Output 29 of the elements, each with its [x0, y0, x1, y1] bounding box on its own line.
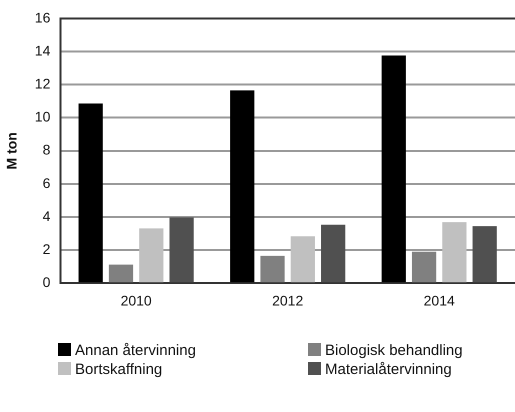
bar [382, 55, 406, 282]
bar [108, 264, 134, 282]
legend-label: Bortskaffning [74, 361, 164, 378]
x-tick-label: 2010 [120, 292, 152, 308]
x-tick-label: 2014 [424, 292, 456, 308]
legend-label: Materialåtervinning [324, 361, 453, 378]
bar [412, 252, 436, 282]
y-axis-title: M ton [3, 132, 20, 170]
y-tick-label: 10 [34, 108, 51, 125]
bar [169, 217, 194, 282]
x-tick-label: 2012 [272, 292, 304, 308]
y-tick-label: 14 [34, 42, 51, 58]
bar [230, 90, 254, 282]
y-tick-label: 0 [42, 274, 51, 290]
y-tick-label: 16 [34, 9, 51, 26]
bar [442, 222, 467, 282]
bar [321, 224, 346, 282]
bar [78, 103, 103, 282]
legend-label: Biologisk behandling [324, 342, 464, 359]
bar [260, 256, 285, 282]
y-tick-label: 4 [42, 208, 51, 224]
y-tick-label: 12 [34, 75, 51, 92]
bar [472, 226, 497, 282]
y-tick-label: 6 [42, 174, 51, 191]
y-tick-label: 2 [42, 240, 51, 257]
bar [290, 236, 315, 282]
legend-label: Annan återvinning [74, 342, 197, 359]
bar [139, 228, 164, 282]
y-tick-label: 8 [42, 142, 51, 158]
